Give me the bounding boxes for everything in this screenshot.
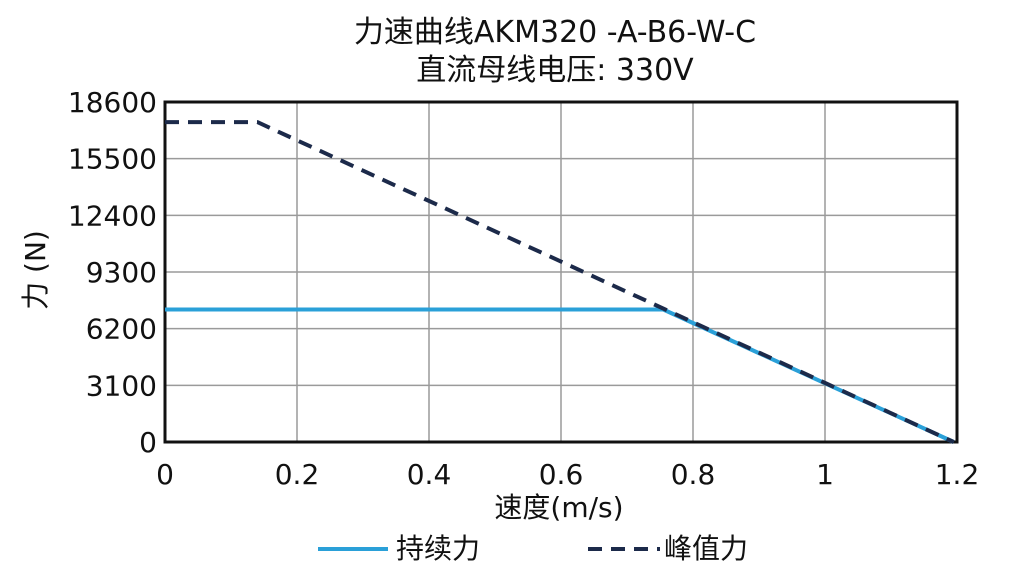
y-axis-label: 力 (N) [19,230,52,310]
x-tick-label: 0.4 [407,458,452,491]
chart-subtitle: 直流母线电压: 330V [416,53,694,88]
y-tick-label: 3100 [86,369,157,402]
x-tick-label: 1 [816,458,834,491]
y-tick-label: 6200 [86,313,157,346]
x-tick-label: 0.2 [275,458,320,491]
x-tick-label: 0.6 [539,458,584,491]
legend: 持续力 峰值力 [318,532,748,565]
y-tick-label: 12400 [68,199,157,232]
x-tick-label: 0 [156,458,174,491]
y-tick-label: 9300 [86,256,157,289]
y-tick-label: 0 [139,426,157,459]
x-axis-tick-labels: 0 0.2 0.4 0.6 0.8 1 1.2 [156,458,979,491]
series-line-peak-force [165,120,955,444]
x-tick-label: 1.2 [935,458,980,491]
x-axis-label: 速度(m/s) [494,491,623,524]
y-axis-tick-labels: 0 3100 6200 9300 12400 15500 18600 [68,86,157,459]
y-tick-label: 18600 [68,86,157,119]
plot-area-frame [163,100,959,444]
legend-label-continuous-force: 持续力 [396,532,480,565]
x-tick-label: 0.8 [671,458,716,491]
legend-label-peak-force: 峰值力 [664,532,748,565]
y-tick-label: 15500 [68,143,157,176]
chart-title: 力速曲线AKM320 -A-B6-W-C [354,15,756,50]
series-layer [165,120,955,444]
